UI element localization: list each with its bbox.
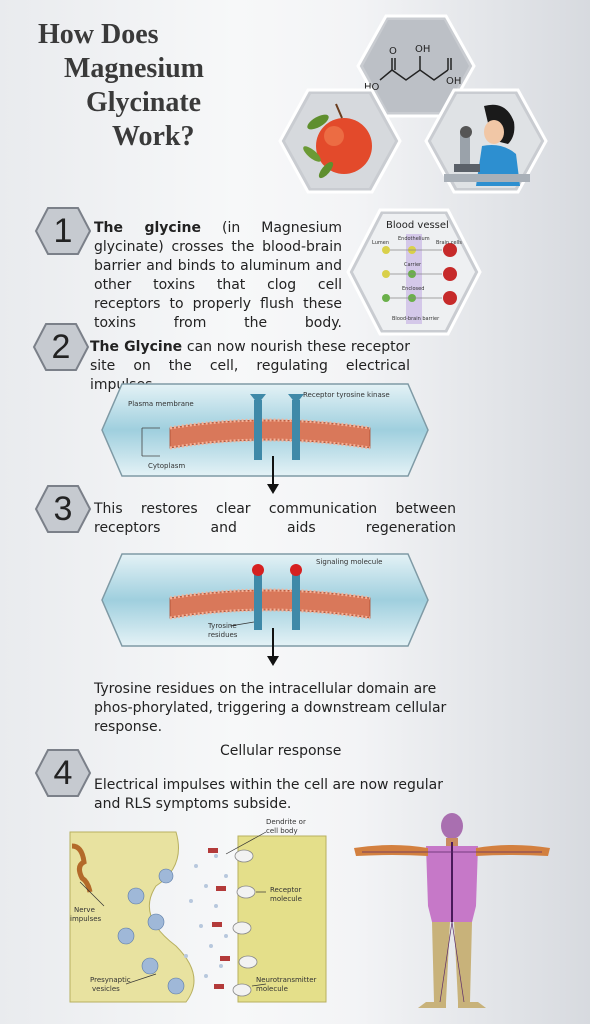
human-nervous-system-figure [354, 813, 550, 1008]
diagram2-residues: residues [208, 631, 238, 639]
synapse-vesicles: vesicles [92, 985, 120, 993]
synapse-impulses: impulses [70, 915, 102, 923]
synapse-presynaptic: Presynaptic [90, 976, 131, 984]
diagram1-cytoplasm: Cytoplasm [148, 462, 186, 470]
blood-vessel-lumen: Lumen [372, 240, 389, 246]
synapse-cell-body: cell body [266, 827, 298, 835]
blood-vessel-carrier: Carrier [404, 262, 422, 268]
step-3-badge: 3 [34, 484, 92, 534]
arrow-2-shaft [272, 628, 274, 658]
synapse-dendrite: Dendrite or [266, 818, 306, 826]
blood-vessel-enclosed: Enclosed [402, 286, 424, 292]
step-1-badge: 1 [34, 206, 92, 256]
membrane-diagram-2 [101, 553, 429, 647]
synapse-nerve: Nerve [74, 906, 95, 914]
step-2-badge: 2 [32, 322, 90, 372]
diagram1-receptor: Receptor tyrosine kinase [303, 391, 390, 399]
step-3-number: 3 [53, 490, 73, 528]
title-line-2: Magnesium [64, 53, 204, 84]
step-3-after-text: Tyrosine residues on the intracellular d… [94, 681, 447, 735]
apple-hexagon [278, 88, 402, 194]
molecule-hexagon: O OH HO OH [356, 14, 476, 118]
page-title: How Does Magnesium Glycinate Work? [38, 18, 204, 154]
title-line-3: Glycinate [86, 87, 202, 118]
blood-vessel-hexagon: Blood vessel Endothelium Lumen Brain cel… [346, 208, 482, 336]
step-3-text: This restores clear communication betwee… [94, 501, 456, 536]
arrow-1-shaft [272, 456, 274, 486]
step-4-badge: 4 [34, 748, 92, 798]
synapse-diagram [69, 831, 327, 1003]
step-1-text: The glycine (in Magnesium glycinate) cro… [94, 219, 342, 333]
step-2-bold: The Glycine [90, 339, 183, 355]
step-4-heading: Cellular response [220, 743, 342, 759]
blood-vessel-endothelium: Endothelium [398, 236, 430, 242]
step-2-number: 2 [51, 328, 71, 366]
molecule-oh-right: OH [446, 76, 461, 87]
diagram2-tyrosine: Tyrosine [208, 622, 237, 630]
step-4-text: Electrical impulses within the cell are … [94, 777, 443, 812]
diagram1-plasma-membrane: Plasma membrane [128, 400, 194, 408]
arrow-1-head [267, 484, 279, 494]
step-1-body: (in Magnesium glycinate) crosses the blo… [94, 220, 342, 331]
title-line-1: How Does [38, 19, 159, 50]
synapse-neurotransmitter: Neurotransmitter [256, 976, 317, 984]
blood-vessel-barrier: Blood-brain barrier [392, 316, 440, 322]
title-line-4: Work? [112, 121, 195, 152]
scientist-hexagon [424, 88, 548, 194]
synapse-molecule-2: molecule [256, 985, 288, 993]
molecule-oh-top: OH [415, 44, 430, 55]
blood-vessel-brain-cells: Brain cells [436, 240, 462, 246]
synapse-receptor: Receptor [270, 886, 302, 894]
scientist-microscope-icon [444, 104, 530, 186]
diagram2-signaling: Signaling molecule [316, 558, 383, 566]
step-1-bold: The glycine [94, 220, 201, 236]
step-4-number: 4 [53, 754, 73, 792]
arrow-2-head [267, 656, 279, 666]
molecule-o: O [389, 46, 397, 57]
synapse-molecule: molecule [270, 895, 302, 903]
apple-icon [303, 103, 372, 179]
step-1-number: 1 [53, 212, 73, 250]
molecule-ho: HO [364, 82, 380, 93]
membrane-diagram-1 [101, 383, 429, 477]
blood-vessel-title: Blood vessel [386, 220, 449, 231]
